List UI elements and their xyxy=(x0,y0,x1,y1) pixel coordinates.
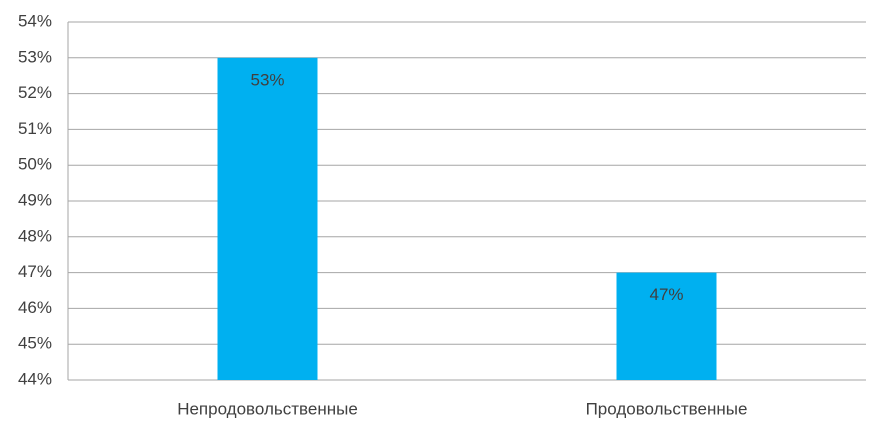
bar xyxy=(217,57,318,381)
y-tick-label: 54% xyxy=(18,11,52,30)
y-tick-label: 50% xyxy=(18,155,52,174)
y-tick-label: 53% xyxy=(18,47,52,66)
x-tick-label: Непродовольственные xyxy=(177,399,358,418)
y-tick-label: 49% xyxy=(18,190,52,209)
data-label: 47% xyxy=(649,285,683,304)
y-tick-label: 44% xyxy=(18,369,52,388)
y-tick-label: 51% xyxy=(18,119,52,138)
y-tick-label: 52% xyxy=(18,83,52,102)
bar xyxy=(616,272,717,380)
x-tick-label: Продовольственные xyxy=(586,399,748,418)
data-label: 53% xyxy=(250,70,284,89)
y-tick-label: 47% xyxy=(18,262,52,281)
y-tick-label: 45% xyxy=(18,334,52,353)
y-tick-label: 48% xyxy=(18,226,52,245)
y-tick-label: 46% xyxy=(18,298,52,317)
